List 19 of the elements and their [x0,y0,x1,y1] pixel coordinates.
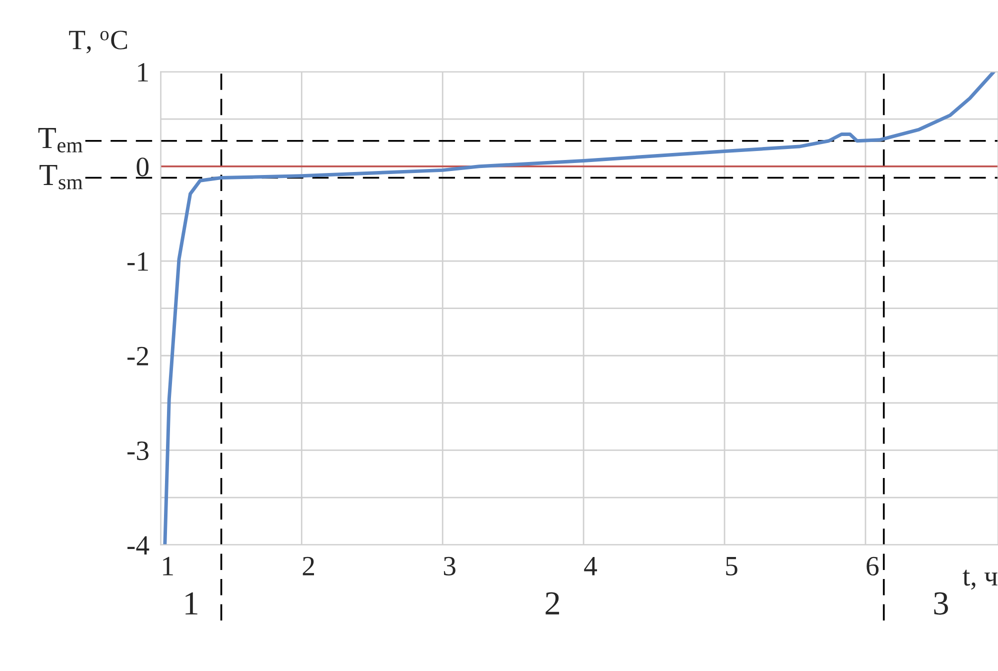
text: 1 [186,592,198,614]
x-tick-label: 2 [302,556,314,576]
x-tick-label: 6 [866,556,879,576]
text: 3 [934,592,948,615]
y-tick-label: 0 [136,158,149,176]
ref-line-label: T$_{em}$ [38,128,83,152]
y-tick-label: -1 [127,252,148,271]
y-tick-label: 1 [138,63,148,82]
x-tick-label: 1 [163,556,173,576]
ref-line-label: T$_{sm}$ [40,164,83,190]
y-tick-label: -2 [127,346,148,366]
text: 2 [546,592,560,614]
y-tick-label: -4 [127,536,150,554]
x-tick-label: 3 [444,556,456,576]
y-axis-title: T, $^{o}$C [69,30,128,54]
y-tick-label: -3 [127,441,148,460]
x-axis-title: t, ч [962,570,998,590]
x-tick-label: 5 [726,557,738,576]
x-tick-label: 4 [584,556,598,576]
